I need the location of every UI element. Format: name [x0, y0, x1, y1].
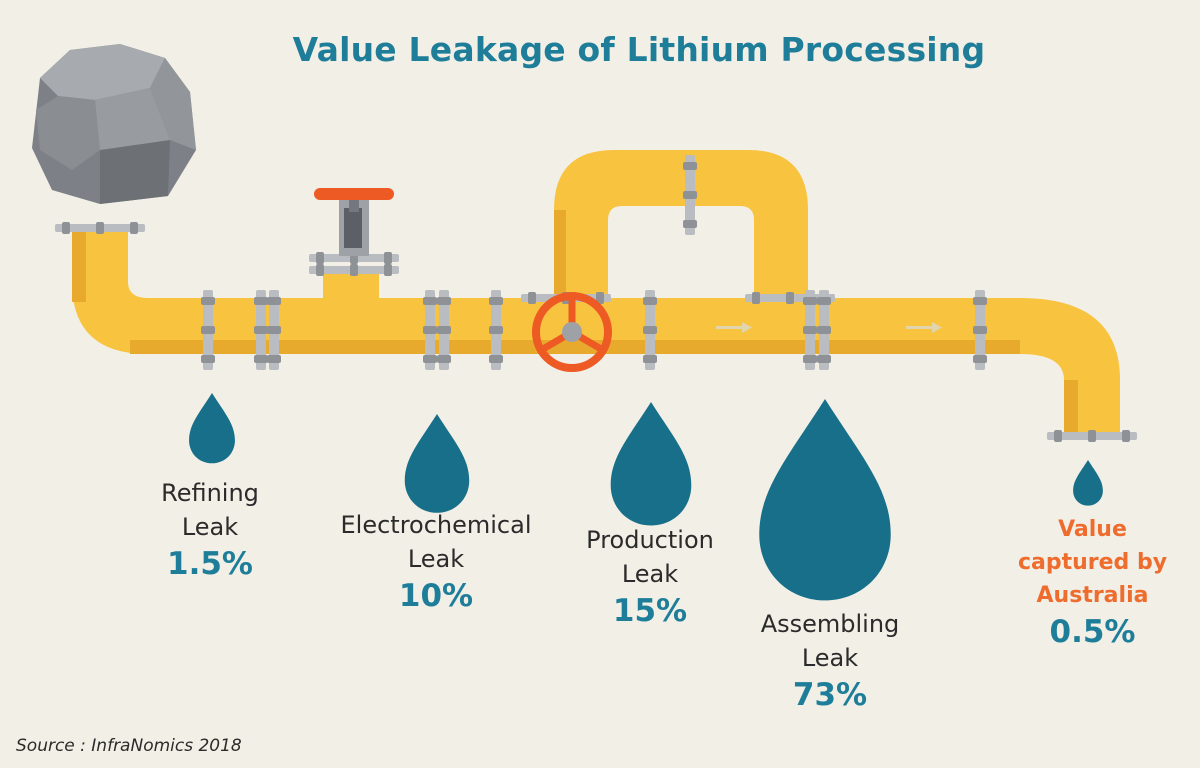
rock-icon — [32, 44, 196, 204]
gate-valve-icon — [314, 188, 394, 256]
page-title: Value Leakage of Lithium Processing — [292, 30, 986, 69]
captured-line-2: captured by — [1017, 550, 1168, 575]
captured-line-3: Australia — [1036, 583, 1149, 608]
handwheel-valve-icon — [532, 292, 612, 372]
leak-name: Electrochemical — [340, 511, 532, 539]
flow-arrow-icons — [716, 322, 942, 333]
leak-label-electrochemical: Electrochemical Leak 10% — [316, 508, 556, 616]
leak-percent: 1.5% — [167, 546, 253, 582]
leak-percent: 15% — [612, 593, 688, 629]
leak-name: Production — [586, 526, 714, 554]
leak-label-refining: Refining Leak 1.5% — [130, 476, 290, 584]
drop-icon-captured — [1073, 460, 1103, 506]
drop-icon-refining — [189, 393, 235, 464]
drop-icon-production — [610, 402, 692, 526]
leak-label-assembling: Assembling Leak 73% — [735, 607, 925, 715]
captured-line-1: Value — [1058, 517, 1127, 542]
leak-label-production: Production Leak 15% — [560, 523, 740, 631]
drop-icon-electrochemical — [404, 414, 470, 513]
leak-name: Assembling — [760, 610, 900, 638]
leak-word: Leak — [621, 560, 679, 588]
leak-percent: 10% — [398, 578, 474, 614]
pipe-network — [72, 150, 1120, 436]
drop-icon-assembling — [759, 399, 891, 601]
captured-label: Value captured by Australia 0.5% — [1000, 513, 1185, 652]
leak-name: Refining — [161, 479, 259, 507]
source-note: Source : InfraNomics 2018 — [16, 736, 242, 756]
leak-word: Leak — [181, 513, 239, 541]
leak-percent: 73% — [792, 677, 868, 713]
captured-percent: 0.5% — [1049, 614, 1136, 650]
leak-word: Leak — [407, 545, 465, 573]
leak-word: Leak — [801, 644, 859, 672]
